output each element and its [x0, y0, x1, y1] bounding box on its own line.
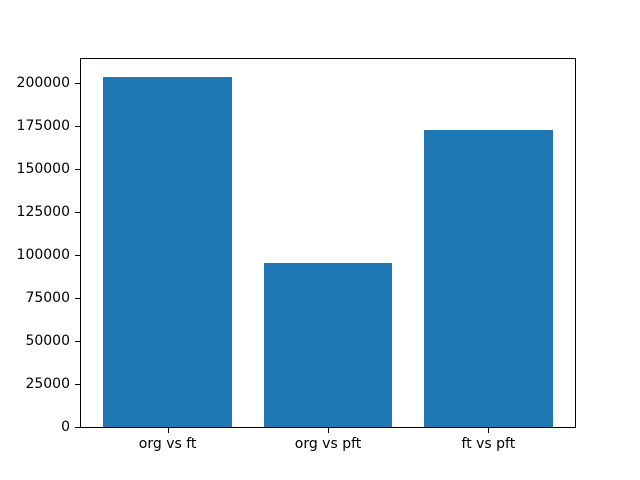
y-tick-mark [75, 169, 80, 171]
bar-org-vs-ft [103, 76, 232, 427]
x-tick-mark [488, 428, 490, 433]
y-tick-label-100000: 100000 [16, 247, 70, 264]
bar-org-vs-pft [263, 262, 393, 427]
y-tick-label-150000: 150000 [16, 161, 70, 178]
plot-area [80, 58, 576, 428]
y-tick-mark [75, 83, 80, 85]
y-tick-mark [75, 427, 80, 428]
x-tick-label-org-vs-ft: org vs ft [138, 436, 197, 452]
x-tick-label-org-vs-pft: org vs pft [294, 436, 362, 452]
y-tick-label-125000: 125000 [16, 204, 70, 221]
y-tick-label-0: 0 [61, 419, 70, 435]
y-tick-label-25000: 25000 [25, 376, 70, 393]
x-tick-mark [328, 428, 329, 433]
y-tick-label-200000: 200000 [16, 75, 70, 92]
y-tick-label-175000: 175000 [16, 118, 70, 135]
y-tick-label-50000: 50000 [25, 333, 70, 350]
x-tick-label-ft-vs-pft: ft vs pft [461, 436, 516, 452]
y-tick-label-75000: 75000 [25, 290, 70, 307]
x-tick-mark [167, 428, 169, 433]
y-tick-mark [75, 255, 80, 257]
y-tick-mark [75, 341, 80, 343]
y-tick-mark [75, 126, 80, 128]
y-tick-mark [75, 212, 80, 214]
y-tick-mark [75, 384, 80, 386]
bar-ft-vs-pft [424, 129, 553, 427]
y-tick-mark [75, 298, 80, 300]
